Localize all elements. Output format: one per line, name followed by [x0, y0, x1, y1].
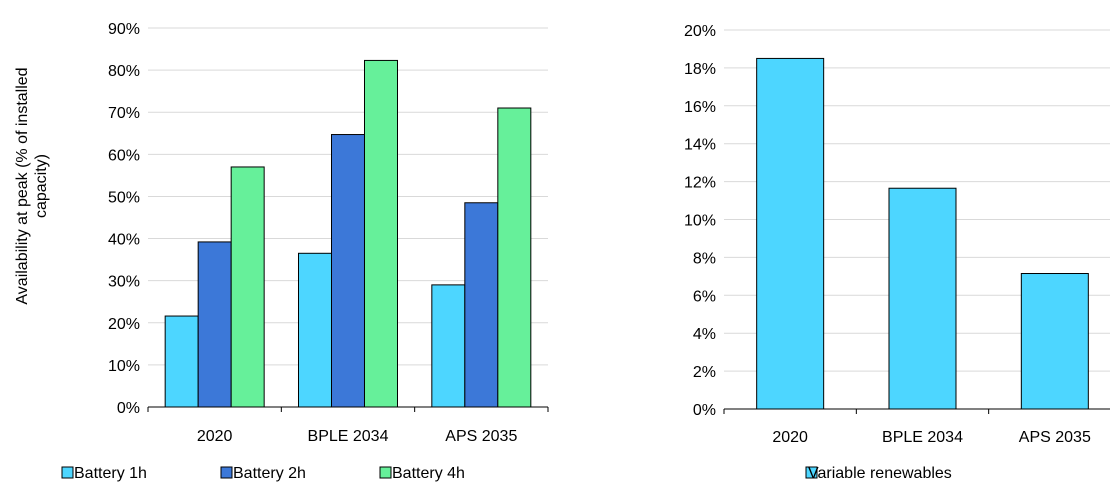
bar	[497, 107, 532, 408]
x-tick-label: 2020	[197, 428, 233, 445]
y-tick-label: 2%	[693, 364, 716, 381]
bar	[197, 241, 232, 408]
y-tick-label: 6%	[693, 288, 716, 305]
legend-label: Battery 2h	[233, 465, 306, 482]
bar	[164, 315, 199, 408]
bar	[431, 284, 466, 408]
x-tick-label: 2020	[772, 429, 808, 446]
y-tick-label: 30%	[108, 274, 140, 291]
y-tick-label: 40%	[108, 232, 140, 249]
y-tick-label: 0%	[117, 400, 140, 417]
y-tick-label: 12%	[684, 175, 716, 192]
x-tick-label: BPLE 2034	[308, 428, 389, 445]
y-tick-label: 8%	[693, 250, 716, 267]
legend-label: Battery 4h	[392, 465, 465, 482]
bar	[888, 187, 957, 410]
bar	[230, 166, 265, 408]
y-tick-label: 90%	[108, 21, 140, 38]
x-tick-label: APS 2035	[1019, 429, 1091, 446]
y-tick-label: 16%	[684, 99, 716, 116]
x-tick-label: APS 2035	[445, 428, 517, 445]
bar	[330, 134, 365, 408]
x-tick-label: BPLE 2034	[882, 429, 963, 446]
legend-swatch	[61, 466, 74, 479]
legend-swatch	[379, 466, 392, 479]
bar	[363, 59, 398, 408]
y-axis-title-line: Availability at peak (% of installed	[14, 67, 31, 304]
y-axis-title-line: capacity)	[33, 154, 50, 218]
y-tick-label: 50%	[108, 189, 140, 206]
y-tick-label: 18%	[684, 61, 716, 78]
legend-swatch	[220, 466, 233, 479]
bar	[464, 202, 499, 408]
y-tick-label: 4%	[693, 326, 716, 343]
y-tick-label: 80%	[108, 63, 140, 80]
y-tick-label: 60%	[108, 147, 140, 164]
y-tick-label: 20%	[108, 316, 140, 333]
bar	[756, 57, 825, 410]
y-tick-label: 70%	[108, 105, 140, 122]
y-tick-label: 20%	[684, 23, 716, 40]
y-tick-label: 0%	[693, 402, 716, 419]
bar	[297, 252, 332, 408]
legend-swatch	[805, 466, 818, 479]
legend-label: Variable renewables	[808, 465, 952, 482]
y-axis-title: Availability at peak (% of installed capa…	[14, 67, 50, 304]
y-tick-label: 10%	[684, 213, 716, 230]
y-tick-label: 10%	[108, 358, 140, 375]
y-tick-label: 14%	[684, 137, 716, 154]
legend-label: Battery 1h	[74, 465, 147, 482]
chart-variable-renewables: 0% 2% 4% 6% 8% 10% 12% 14% 16% 18% 20% 2020 BPLE 203…	[684, 23, 1110, 482]
bar	[1020, 273, 1089, 410]
chart-battery-availability: 0% 10% 20% 30% 40% 50% 60% 70% 80% 90% 2020 BPLE 20…	[14, 21, 549, 482]
